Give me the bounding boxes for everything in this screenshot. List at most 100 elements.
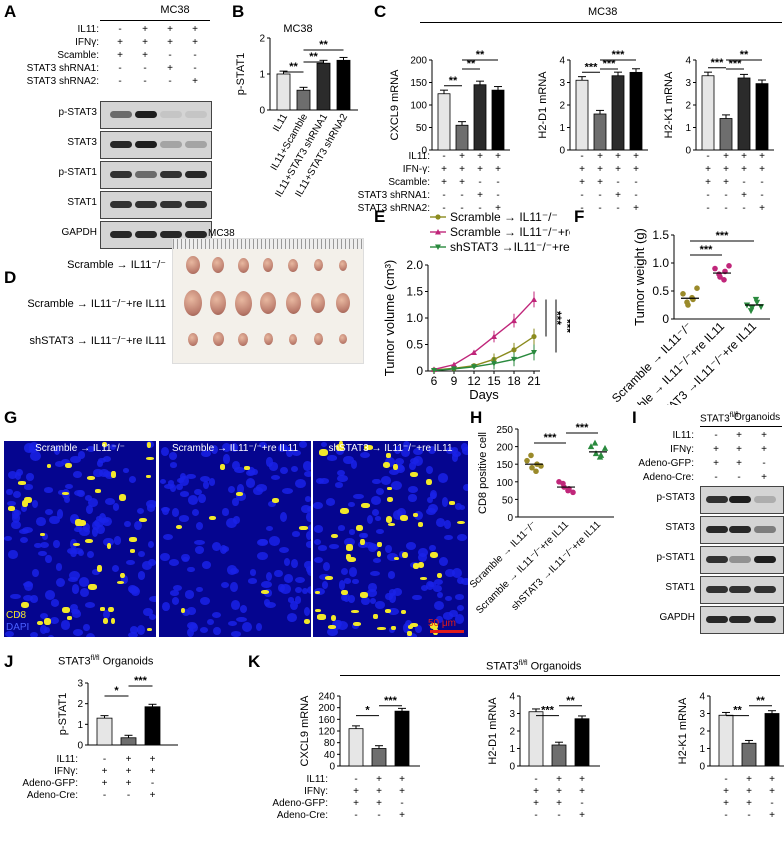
nucleus xyxy=(29,595,39,604)
tumor xyxy=(237,257,249,273)
data-point xyxy=(591,439,599,446)
nucleus xyxy=(360,452,370,459)
sig-label: *** xyxy=(560,319,570,333)
panel-c-header-line xyxy=(420,22,782,23)
cd8-cell xyxy=(412,512,418,518)
cd8-cell xyxy=(347,556,357,562)
legend-marker xyxy=(435,229,441,235)
nucleus xyxy=(388,588,397,596)
nucleus xyxy=(284,574,294,583)
nucleus xyxy=(4,535,13,541)
panel-a-cond-label: STAT3 shRNA2: xyxy=(26,76,99,87)
panel-i-cond-value: + xyxy=(736,458,742,469)
tumor xyxy=(212,257,224,273)
nucleus xyxy=(6,501,16,507)
panel-a-band xyxy=(135,111,157,118)
nucleus xyxy=(304,560,311,570)
tumor xyxy=(238,332,248,346)
y-tick-label: 0.5 xyxy=(406,338,423,352)
panel-a-band xyxy=(135,231,157,238)
panel-c-cond-value: - xyxy=(742,177,746,188)
y-tick-label: 2.0 xyxy=(406,258,423,272)
nucleus xyxy=(70,547,77,557)
nucleus xyxy=(103,537,114,547)
nucleus xyxy=(64,484,73,490)
nucleus xyxy=(167,479,175,486)
y-tick-label: 0 xyxy=(77,741,83,752)
nucleus xyxy=(403,441,410,451)
nucleus xyxy=(389,469,399,476)
nucleus xyxy=(187,622,197,630)
nucleus xyxy=(193,539,205,545)
nucleus xyxy=(161,446,170,456)
cd8-cell xyxy=(37,620,43,626)
panel-a-band xyxy=(185,171,207,178)
cd8-cell xyxy=(145,456,155,461)
nucleus xyxy=(319,573,331,581)
cd8-cell xyxy=(106,542,112,549)
panel-i-header-line xyxy=(700,426,782,427)
nucleus xyxy=(406,542,416,550)
panel-c-cond-value: + xyxy=(723,151,729,162)
nucleus xyxy=(39,612,49,619)
data-point xyxy=(528,452,534,459)
y-tick-label: 100 xyxy=(496,478,513,489)
nucleus xyxy=(102,455,112,463)
y-tick-label: 3 xyxy=(77,679,83,690)
panel-a-cond-label: STAT3 shRNA1: xyxy=(26,63,99,74)
tumor xyxy=(184,290,202,316)
panel-b-title: MC38 xyxy=(283,23,312,35)
nucleus xyxy=(124,520,131,527)
nucleus xyxy=(414,510,424,521)
cd8-cell xyxy=(146,441,152,448)
nucleus xyxy=(19,528,30,535)
nucleus xyxy=(301,587,308,595)
nucleus xyxy=(49,515,60,525)
tumor xyxy=(263,333,273,345)
nucleus xyxy=(179,491,190,497)
panel-c-cond-value: - xyxy=(706,190,710,201)
nucleus xyxy=(96,460,104,467)
panel-k-cond-value: - xyxy=(534,810,537,821)
nucleus xyxy=(20,504,28,512)
panel-a-cond-value: + xyxy=(167,63,173,74)
panel-c-cond-value: - xyxy=(706,151,710,162)
panel-a-blot-label: p-STAT3 xyxy=(58,107,97,118)
panel-c-cond-value: - xyxy=(460,190,464,201)
tumor xyxy=(285,292,301,314)
data-point xyxy=(684,299,690,305)
panel-c-cond-label: IFN-γ: xyxy=(402,164,430,175)
nucleus xyxy=(226,518,237,529)
cd8-cell xyxy=(456,520,465,525)
panel-k-cond-value: + xyxy=(556,786,562,797)
nucleus xyxy=(78,577,89,587)
scale-bar xyxy=(430,630,464,633)
nucleus xyxy=(462,483,468,491)
nucleus xyxy=(211,611,222,619)
panel-a-header: MC38 xyxy=(160,4,190,16)
panel-a-band xyxy=(135,171,157,178)
panel-i-cond-label: Adeno-GFP: xyxy=(638,458,694,469)
data-point xyxy=(752,296,760,303)
y-tick-label: 1 xyxy=(685,123,691,134)
panel-c-cond-label: IL11: xyxy=(408,151,431,162)
panel-a-band xyxy=(135,141,157,148)
panel-k-cond-value: + xyxy=(556,774,562,785)
panel-i-band xyxy=(754,526,776,533)
nucleus xyxy=(113,536,121,545)
nucleus xyxy=(186,607,196,615)
panel-a-blot xyxy=(100,101,212,129)
panel-c-cond-value: - xyxy=(478,203,482,214)
nucleus xyxy=(187,494,199,505)
cd8-cell xyxy=(139,517,148,523)
cd8-cell xyxy=(377,542,382,548)
bar xyxy=(296,89,311,111)
panel-c-cond-value: - xyxy=(580,151,584,162)
bar xyxy=(491,89,505,151)
y-tick-label: 1.0 xyxy=(652,256,669,270)
bar xyxy=(755,83,769,151)
y-tick-label: 0 xyxy=(685,146,691,157)
sig-label: ** xyxy=(566,695,575,707)
